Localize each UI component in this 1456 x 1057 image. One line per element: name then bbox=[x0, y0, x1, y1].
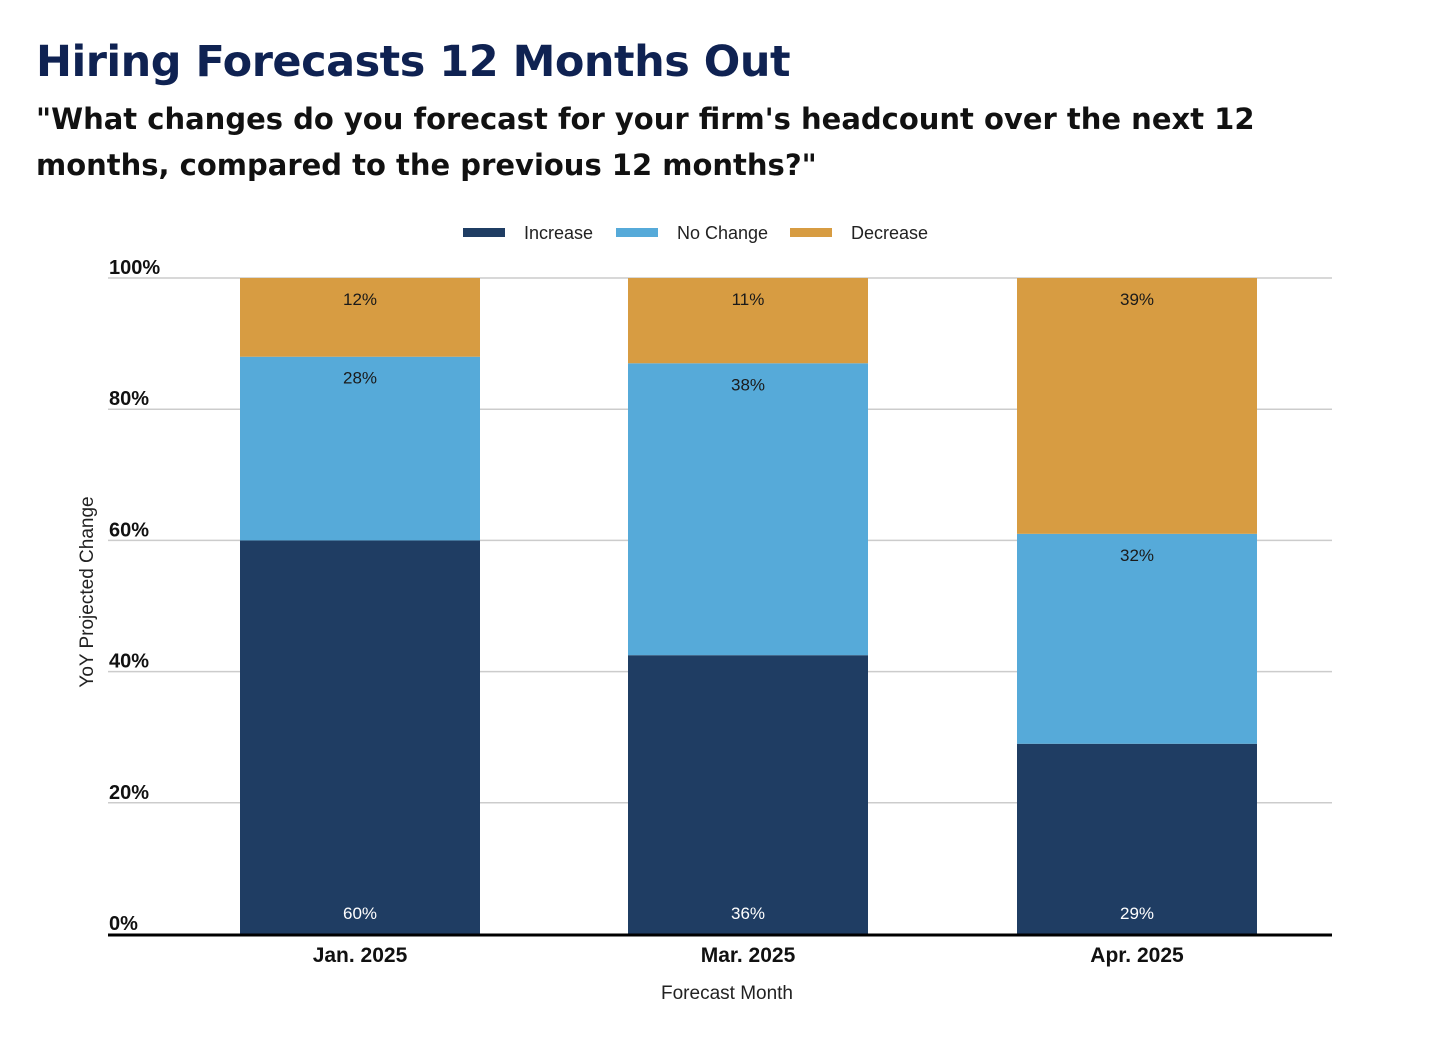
bar-no-change[interactable] bbox=[240, 356, 480, 541]
x-tick-label: Jan. 2025 bbox=[313, 944, 408, 967]
data-label: 60% bbox=[343, 904, 377, 923]
bar-decrease[interactable] bbox=[628, 278, 868, 364]
chart-title: Hiring Forecasts 12 Months Out bbox=[36, 37, 791, 87]
y-tick-label: 40% bbox=[109, 651, 149, 673]
data-label: 32% bbox=[1120, 546, 1154, 565]
bar-no-change[interactable] bbox=[1017, 533, 1257, 744]
data-label: 29% bbox=[1120, 904, 1154, 923]
y-tick-label: 60% bbox=[109, 519, 149, 541]
bar-increase[interactable] bbox=[1017, 743, 1257, 934]
x-tick-label: Mar. 2025 bbox=[701, 944, 796, 967]
x-tick-label: Apr. 2025 bbox=[1090, 944, 1184, 967]
legend-swatch-decrease bbox=[790, 228, 832, 237]
bar-increase[interactable] bbox=[628, 655, 868, 934]
data-label: 36% bbox=[731, 904, 765, 923]
legend-label: Increase bbox=[524, 223, 593, 243]
legend-label: No Change bbox=[677, 223, 768, 243]
bar-increase[interactable] bbox=[240, 540, 480, 934]
legend-label: Decrease bbox=[851, 223, 928, 243]
bar-no-change[interactable] bbox=[628, 363, 868, 656]
data-label: 38% bbox=[731, 375, 765, 394]
legend-swatch-increase bbox=[463, 228, 505, 237]
data-label: 11% bbox=[732, 290, 765, 309]
y-axis-title: YoY Projected Change bbox=[77, 496, 98, 687]
x-axis-title: Forecast Month bbox=[661, 983, 793, 1004]
y-tick-label: 20% bbox=[109, 782, 149, 804]
bar-decrease[interactable] bbox=[1017, 278, 1257, 534]
data-label: 12% bbox=[343, 290, 377, 309]
y-tick-label: 0% bbox=[109, 913, 138, 935]
bar-decrease[interactable] bbox=[240, 278, 480, 357]
data-label: 28% bbox=[343, 369, 377, 388]
legend-swatch-no-change bbox=[616, 228, 658, 237]
y-tick-label: 80% bbox=[109, 388, 149, 410]
y-tick-label: 100% bbox=[109, 257, 160, 279]
data-label: 39% bbox=[1120, 290, 1154, 309]
chart-subtitle: "What changes do you forecast for your f… bbox=[36, 102, 1255, 182]
